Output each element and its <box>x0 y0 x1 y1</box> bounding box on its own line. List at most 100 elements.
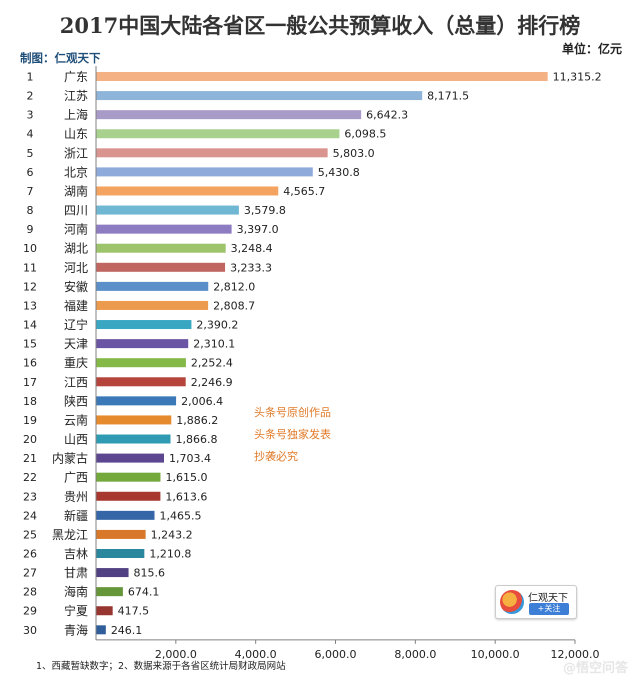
category-label: 辽宁 <box>64 317 88 332</box>
category-label: 福建 <box>64 298 88 313</box>
bar <box>96 262 226 272</box>
category-label: 新疆 <box>64 508 88 523</box>
rank-label: 2 <box>27 90 34 103</box>
bar <box>96 529 146 539</box>
category-label: 内蒙古 <box>52 451 88 466</box>
category-label: 海南 <box>64 584 88 599</box>
value-label: 674.1 <box>128 586 160 599</box>
bar <box>96 320 192 330</box>
x-tick-label: 6,000.0 <box>315 648 357 661</box>
value-label: 6,098.5 <box>344 128 386 141</box>
rank-label: 4 <box>27 128 34 141</box>
watermark-line-3: 抄袭必究 <box>254 449 298 463</box>
bar <box>96 205 239 215</box>
x-tick-label: 4,000.0 <box>235 648 277 661</box>
value-label: 2,246.9 <box>191 376 233 389</box>
unit-label: 单位：亿元 <box>562 41 622 56</box>
chart-title: 2017中国大陆各省区一般公共预算收入（总量）排行榜 <box>60 13 580 38</box>
category-label: 四川 <box>64 204 88 218</box>
value-label: 1,615.0 <box>165 471 207 484</box>
category-label: 天津 <box>64 337 88 351</box>
bar <box>96 377 186 387</box>
rank-label: 10 <box>23 242 37 255</box>
category-label: 陕西 <box>64 393 88 408</box>
category-label: 广西 <box>64 471 88 485</box>
bar <box>96 72 548 81</box>
value-label: 1,243.2 <box>151 528 193 541</box>
rank-label: 8 <box>27 204 34 217</box>
value-label: 5,430.8 <box>318 166 360 179</box>
bars-layer: 1 广东 11,315.2 2 江苏 8,171.5 3 上海 6,642.3 4 山东 6,098.… <box>23 70 602 637</box>
follow-button[interactable]: +关注 <box>529 603 569 615</box>
category-label: 北京 <box>64 165 88 179</box>
author-badge[interactable]: 仁观天下 +关注 <box>495 585 577 619</box>
rank-label: 28 <box>23 586 37 599</box>
bar <box>96 396 177 406</box>
category-label: 浙江 <box>64 146 88 160</box>
rank-label: 15 <box>23 338 37 351</box>
rank-label: 18 <box>23 395 37 408</box>
value-label: 5,803.0 <box>333 147 375 160</box>
value-label: 246.1 <box>111 624 142 637</box>
value-label: 1,613.6 <box>165 490 207 503</box>
author-logo-icon <box>500 590 524 614</box>
bar <box>96 339 189 349</box>
bar <box>96 110 362 120</box>
bar <box>96 415 172 425</box>
rank-label: 6 <box>27 166 34 179</box>
bar <box>96 167 313 177</box>
rank-label: 23 <box>23 490 37 503</box>
bar <box>96 587 123 597</box>
rank-label: 7 <box>27 185 34 198</box>
footer-note: 1、西藏暂缺数字；2、数据来源于各省区统计局财政局网站 <box>36 660 286 672</box>
value-label: 11,315.2 <box>553 71 602 84</box>
value-label: 1,866.8 <box>176 433 218 446</box>
value-label: 1,465.5 <box>159 509 201 522</box>
bar <box>96 358 186 368</box>
watermark-line-2: 头条号独家发表 <box>254 427 331 441</box>
category-label: 湖南 <box>64 183 88 198</box>
rank-label: 16 <box>23 357 37 370</box>
bar <box>96 549 145 558</box>
rank-label: 9 <box>27 223 34 236</box>
value-label: 2,812.0 <box>213 280 255 293</box>
bar <box>96 91 423 101</box>
bar <box>96 453 164 463</box>
rank-label: 26 <box>23 548 37 561</box>
category-label: 江西 <box>64 375 88 389</box>
category-label: 江苏 <box>64 89 88 103</box>
rank-label: 24 <box>23 509 37 522</box>
bar <box>96 148 328 158</box>
value-label: 3,233.3 <box>230 261 272 274</box>
value-label: 1,886.2 <box>176 414 218 427</box>
rank-label: 22 <box>23 471 37 484</box>
value-label: 6,642.3 <box>366 109 408 122</box>
category-label: 湖北 <box>64 241 88 256</box>
bar <box>96 224 232 234</box>
value-label: 2,390.2 <box>196 319 238 332</box>
value-label: 2,310.1 <box>193 338 235 351</box>
x-tick-label: 10,000.0 <box>471 648 520 661</box>
x-tick-label: 12,000.0 <box>551 648 600 661</box>
category-label: 云南 <box>64 412 88 427</box>
category-label: 山西 <box>64 433 88 447</box>
rank-label: 20 <box>23 433 37 446</box>
rank-label: 17 <box>23 376 37 389</box>
category-label: 河北 <box>64 261 88 275</box>
value-label: 4,565.7 <box>283 185 325 198</box>
axis-layer: 2,000.0 4,000.0 6,000.0 8,000.0 10,000.0 12,0… <box>95 66 600 661</box>
value-label: 3,397.0 <box>237 223 279 236</box>
value-label: 417.5 <box>118 605 150 618</box>
rank-label: 11 <box>23 261 37 274</box>
chart-maker: 制图：仁观天下 <box>20 51 101 65</box>
x-tick-label: 8,000.0 <box>394 648 436 661</box>
rank-label: 1 <box>27 71 34 84</box>
bar <box>96 568 129 578</box>
value-label: 2,252.4 <box>191 357 233 370</box>
bar <box>96 129 340 139</box>
bar <box>96 186 279 196</box>
value-label: 1,210.8 <box>149 548 191 561</box>
bar <box>96 472 161 482</box>
